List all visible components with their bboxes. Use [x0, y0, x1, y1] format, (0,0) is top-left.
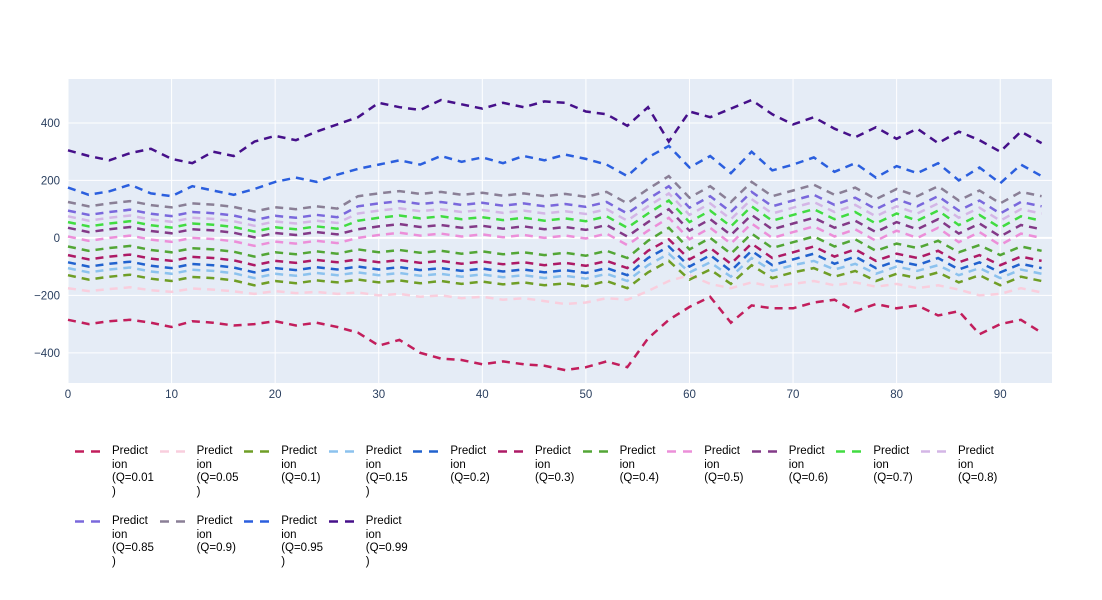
x-tick-label: 90	[994, 389, 1007, 401]
x-tick-label: 0	[65, 389, 71, 401]
legend-label: Predict ion (Q=0.7)	[873, 445, 913, 484]
legend-label: Predict ion (Q=0.01 )	[112, 445, 154, 498]
legend-dash-swatch	[836, 450, 867, 453]
trace-q0.4	[67, 226, 1042, 260]
legend-label: Predict ion (Q=0.85 )	[112, 515, 154, 568]
y-tick-label: 0	[54, 233, 60, 245]
legend-label: Predict ion (Q=0.1)	[281, 445, 321, 484]
legend-label: Predict ion (Q=0.9)	[196, 515, 236, 554]
legend-label: Predict ion (Q=0.3)	[535, 445, 575, 484]
x-tick-label: 70	[787, 389, 800, 401]
legend-dash-swatch	[751, 450, 782, 453]
trace-q0.7	[67, 198, 1042, 233]
plot-area[interactable]	[68, 79, 1052, 383]
trace-q0.1	[67, 259, 1042, 290]
legend-dash-swatch	[244, 450, 275, 453]
x-tick-label: 40	[476, 389, 489, 401]
legend-dash-swatch	[328, 520, 359, 523]
legend-dash-swatch	[582, 450, 613, 453]
legend-label: Predict ion (Q=0.15 )	[365, 445, 408, 498]
x-tick-label: 20	[269, 389, 282, 401]
legend-label: Predict ion (Q=0.4)	[619, 445, 659, 484]
trace-q0.3	[67, 237, 1042, 270]
trace-q0.8	[67, 191, 1042, 228]
legend-dash-swatch	[498, 450, 528, 453]
trace-q0.15	[67, 252, 1042, 283]
legend-dash-swatch	[75, 520, 105, 523]
legend-label: Predict ion (Q=0.99 )	[365, 515, 408, 568]
chart-legend: Predict ion (Q=0.01 ) Predict ion (Q=0.05…	[0, 440, 1102, 600]
legend-dash-swatch	[667, 450, 698, 453]
legend-label: Predict ion (Q=0.5)	[704, 445, 744, 484]
legend-dash-swatch	[159, 450, 190, 453]
legend-label: Predict ion (Q=0.2)	[450, 445, 490, 484]
x-tick-label: 30	[372, 389, 385, 401]
x-tick-label: 50	[579, 389, 592, 401]
legend-label: Predict ion (Q=0.6)	[788, 445, 829, 484]
trace-q0.95	[67, 144, 1043, 198]
y-tick-label: 400	[41, 118, 60, 130]
trace-q0.9	[67, 174, 1042, 213]
plot-canvas[interactable]: 0 10 20 30 40 50 60 70 80 90 400 200 0 −200 −400	[0, 0, 1102, 430]
y-tick-label: −200	[34, 290, 60, 302]
trace-q0.6	[67, 207, 1042, 239]
x-tick-label: 10	[165, 389, 178, 401]
legend-dash-swatch	[159, 520, 190, 523]
legend-label: Predict ion (Q=0.8)	[958, 445, 998, 484]
x-tick-label: 60	[683, 389, 696, 401]
y-tick-label: −400	[34, 348, 60, 360]
x-tick-label: 80	[890, 389, 903, 401]
trace-q0.85	[67, 184, 1042, 222]
legend-label: Predict ion (Q=0.05 )	[196, 445, 239, 498]
trace-q0.99	[67, 98, 1043, 165]
legend-dash-swatch	[75, 450, 105, 453]
trace-q0.2	[67, 244, 1042, 277]
legend-dash-swatch	[413, 450, 444, 453]
legend-dash-swatch	[244, 520, 275, 523]
trace-q0.5	[67, 216, 1042, 248]
legend-label: Predict ion (Q=0.95 )	[281, 515, 324, 568]
y-tick-label: 200	[41, 175, 60, 187]
legend-dash-swatch	[328, 450, 359, 453]
legend-dash-swatch	[921, 450, 951, 453]
